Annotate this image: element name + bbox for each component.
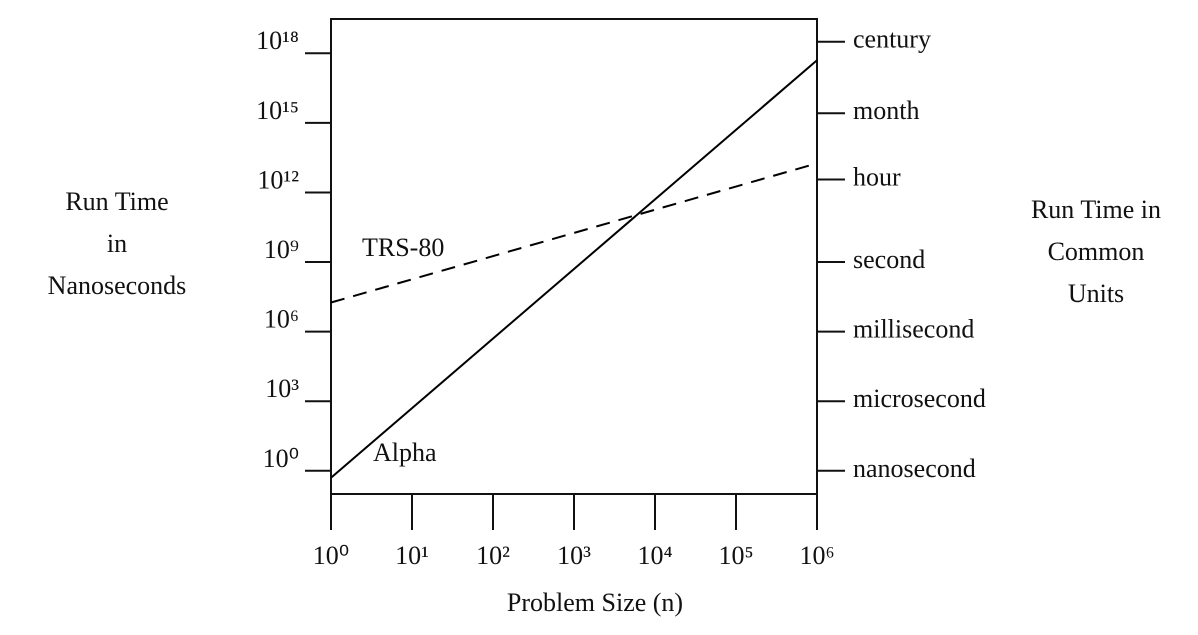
- y-axis-label: Run Time: [65, 187, 168, 216]
- y2-tick-label: hour: [853, 163, 901, 192]
- x-axis-label: Problem Size (n): [507, 588, 683, 617]
- y2-axis-label: Common: [1048, 237, 1145, 266]
- x-tick-label: 10²: [476, 541, 510, 570]
- series-line: [330, 59, 818, 479]
- y-tick-label: 10⁶: [264, 305, 299, 334]
- y2-tick-label: microsecond: [853, 384, 986, 413]
- y2-tick-label: century: [853, 25, 931, 54]
- x-tick-label: 10⁶: [799, 541, 834, 570]
- x-tick-label: 10¹: [395, 541, 429, 570]
- y-tick-label: 10⁰: [263, 444, 299, 473]
- y-axis-label: in: [107, 229, 127, 258]
- y2-tick-label: second: [853, 245, 925, 274]
- y-tick-label: 10¹⁵: [256, 96, 299, 125]
- x-tick-label: 10⁵: [718, 541, 753, 570]
- x-tick-label: 10³: [557, 541, 591, 570]
- y2-axis-label: Run Time in: [1031, 195, 1161, 224]
- x-tick-label: 10⁰: [313, 541, 349, 570]
- y2-tick-label: month: [853, 96, 919, 125]
- series-label: Alpha: [373, 438, 437, 467]
- y-tick-label: 10³: [265, 374, 299, 403]
- y-tick-label: 10¹²: [257, 165, 299, 194]
- series-line: [330, 162, 818, 304]
- y2-axis-label: Units: [1068, 279, 1124, 308]
- x-tick-label: 10⁴: [637, 541, 672, 570]
- y2-tick-label: millisecond: [853, 315, 974, 344]
- y-tick-label: 10⁹: [264, 235, 299, 264]
- y-tick-label: 10¹⁸: [256, 26, 299, 55]
- series-label: TRS-80: [362, 233, 444, 262]
- y2-tick-label: nanosecond: [853, 454, 976, 483]
- y-axis-label: Nanoseconds: [48, 271, 187, 300]
